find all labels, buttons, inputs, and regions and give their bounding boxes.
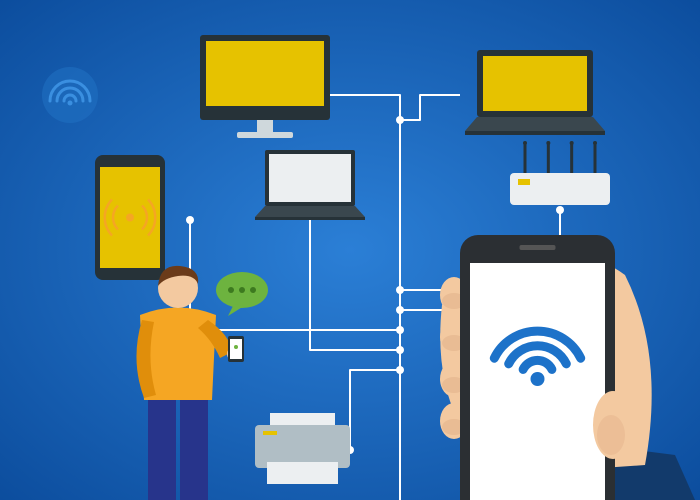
wifi-bg-icon [42, 67, 98, 123]
infographic-canvas [0, 0, 700, 500]
laptop-top-icon [465, 50, 605, 135]
phone-left-icon [95, 155, 165, 280]
laptop-mid-icon [255, 150, 365, 220]
